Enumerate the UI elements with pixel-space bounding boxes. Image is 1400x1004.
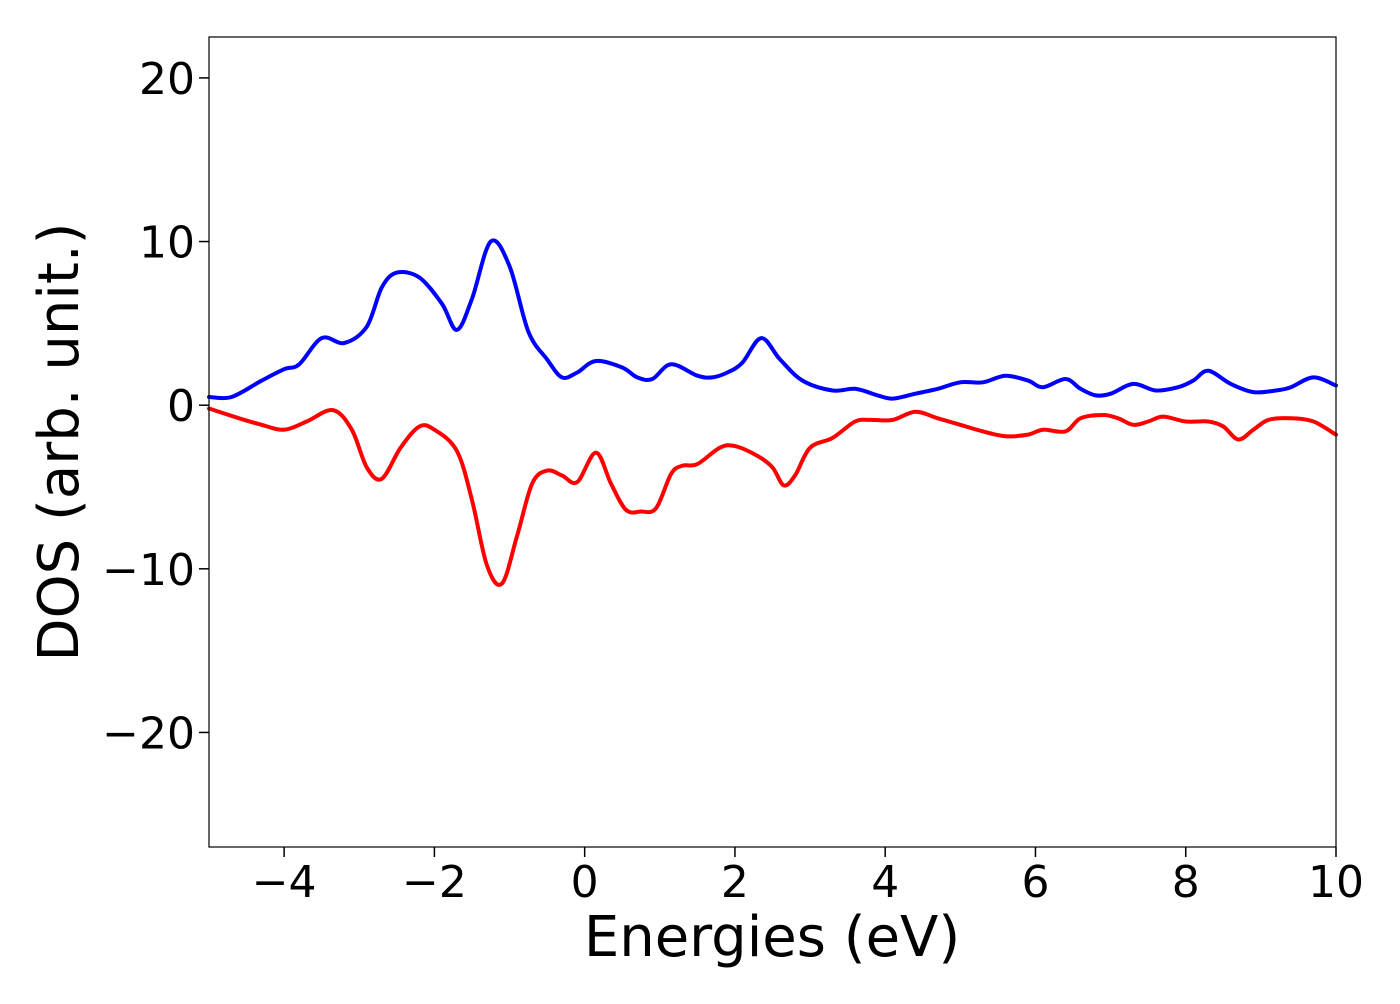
x-tick-label: 8 [1172, 857, 1200, 908]
x-tick-label: −2 [402, 857, 467, 908]
y-tick-label: −10 [102, 545, 195, 596]
y-tick-label: 0 [167, 381, 195, 432]
x-axis-label: Energies (eV) [584, 905, 960, 970]
series-layer [207, 238, 1338, 587]
x-tick-label: −4 [252, 857, 317, 908]
x-axis: −4 −2 0 2 4 6 8 10 [252, 847, 1364, 908]
x-tick-label: 10 [1308, 857, 1364, 908]
y-tick-label: −20 [102, 708, 195, 759]
series-line-1 [207, 238, 1338, 401]
x-tick-label: 0 [571, 857, 599, 908]
x-tick-label: 4 [871, 857, 899, 908]
series-line-2 [207, 406, 1338, 587]
y-axis-label: DOS (arb. unit.) [27, 222, 92, 661]
y-axis: 20 10 0 −10 −20 [102, 54, 209, 759]
y-tick-label: 10 [139, 218, 195, 269]
x-tick-label: 2 [721, 857, 749, 908]
y-tick-label: 20 [139, 54, 195, 105]
plot-frame [208, 36, 1337, 848]
x-tick-label: 6 [1021, 857, 1049, 908]
plot-background [209, 37, 1336, 847]
